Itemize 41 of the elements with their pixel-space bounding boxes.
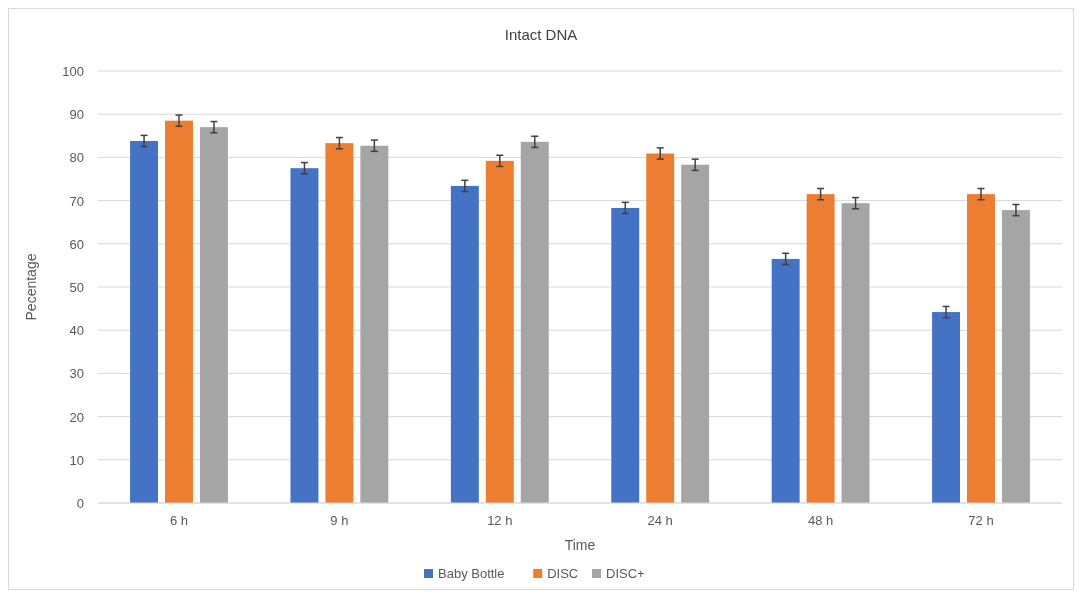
y-tick-label: 80 [69,150,84,166]
y-tick-label: 0 [76,496,84,511]
bar [165,120,193,503]
x-tick-label: 48 h [807,513,834,528]
chart-title: Intact DNA [504,26,578,43]
bar [290,168,319,503]
x-tick-label: 72 h [968,513,994,528]
legend-label: Baby Bottle [438,566,505,581]
y-tick-label: 70 [69,193,84,209]
bar [325,143,354,503]
y-tick-label: 50 [69,280,84,295]
y-tick-label: 30 [69,366,84,382]
x-tick-label: 6 h [169,513,189,528]
y-tick-label: 100 [62,64,84,79]
bar [1001,210,1030,503]
y-tick-label: 40 [69,323,84,339]
x-axis-title: Time [564,537,596,553]
bar [806,194,835,503]
x-tick-label: 24 h [647,513,673,528]
x-tick-label: 9 h [330,513,349,528]
bar [841,203,870,503]
bar [199,127,228,503]
y-tick-label: 20 [69,409,84,425]
bar [771,258,800,503]
bar [450,185,479,503]
bar [967,194,995,503]
bar [130,140,159,503]
y-axis-title: Pecentage [23,253,39,321]
y-tick-label: 90 [69,107,84,123]
bar [932,312,961,503]
y-tick-label: 60 [69,236,84,252]
bar [681,164,710,503]
x-tick-label: 12 h [487,513,513,528]
y-tick-label: 10 [69,452,84,468]
bar [611,207,640,503]
bar [520,141,549,503]
bar [646,153,675,503]
bar [360,145,389,503]
legend-label: DISC [547,566,579,581]
bar [485,160,514,503]
legend-label: DISC+ [606,566,645,581]
